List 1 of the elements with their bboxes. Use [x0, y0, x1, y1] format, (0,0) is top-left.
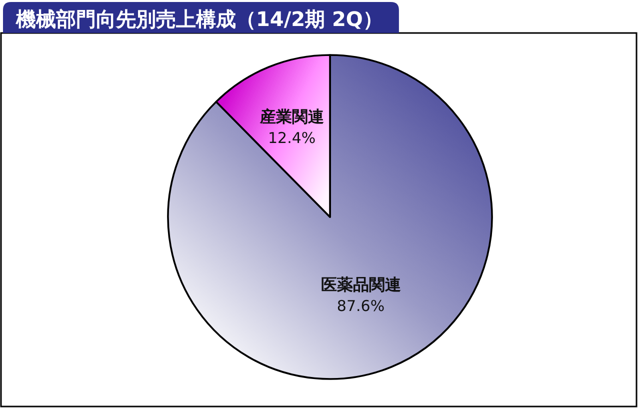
title: 機械部門向先別売上構成（14/2期 2Q） — [16, 7, 383, 31]
